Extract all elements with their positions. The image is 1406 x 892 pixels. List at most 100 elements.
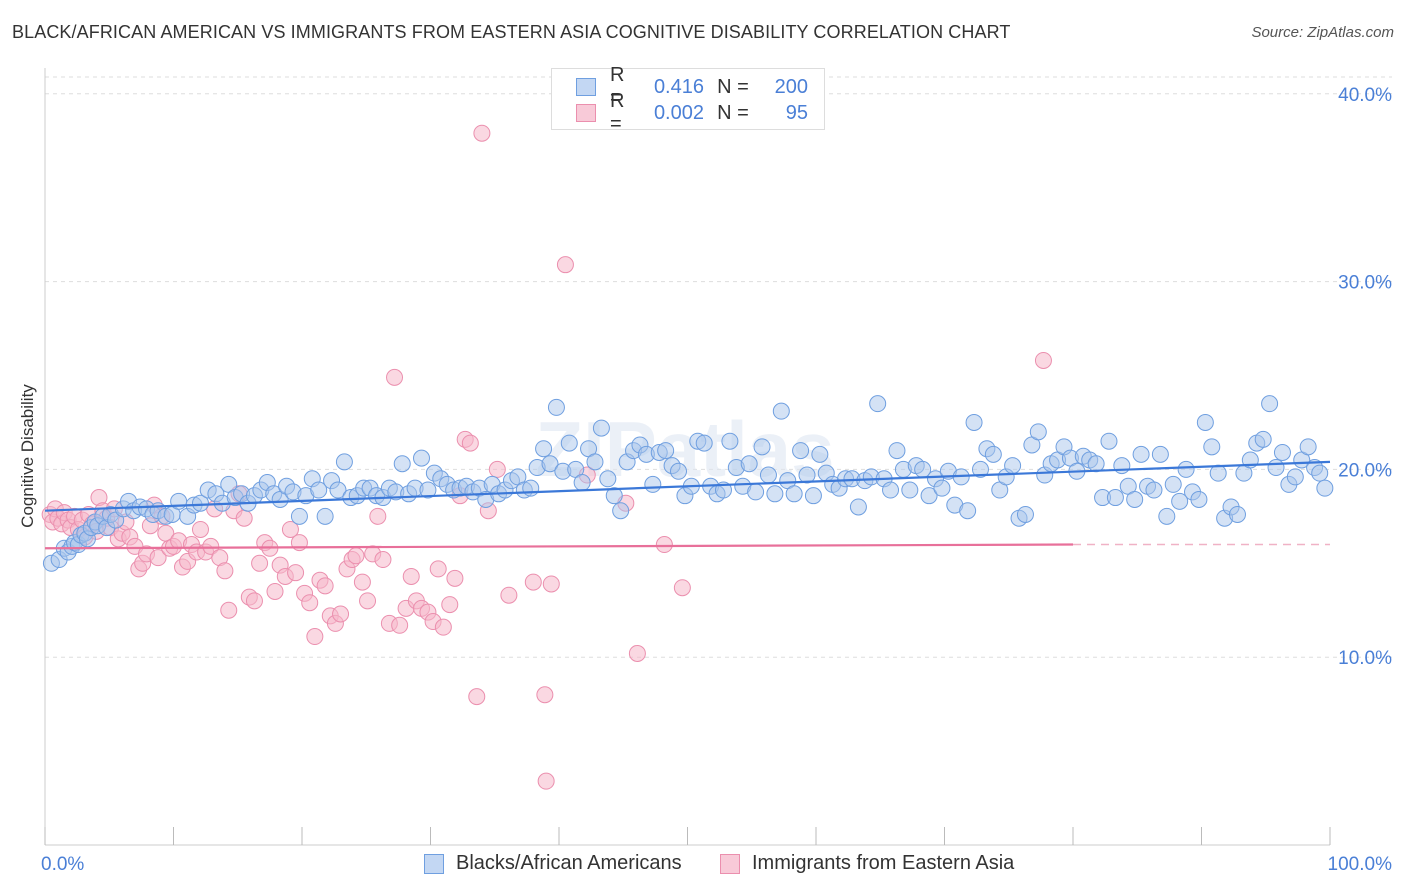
tick-labels: 10.0% 20.0% 30.0% 40.0% 0.0% 100.0%	[41, 85, 1392, 875]
point-black	[753, 438, 771, 456]
point-eastern-asia	[306, 628, 324, 646]
point-eastern-asia	[316, 577, 334, 595]
n-label: N =	[717, 101, 749, 124]
point-eastern-asia	[628, 644, 646, 662]
point-black	[785, 485, 803, 503]
point-black	[1286, 468, 1304, 486]
point-black	[1299, 438, 1317, 456]
point-black	[1196, 413, 1214, 431]
n-value: 200	[774, 75, 808, 98]
legend-swatch-pink	[576, 104, 596, 122]
point-black	[901, 481, 919, 499]
point-eastern-asia	[353, 573, 371, 591]
point-black	[592, 419, 610, 437]
point-black	[1190, 490, 1208, 508]
trend-lines	[44, 460, 1331, 550]
legend-item-eastern-asia: Immigrants from Eastern Asia	[720, 852, 1014, 875]
point-black	[747, 483, 765, 501]
n-label: N =	[717, 75, 749, 98]
point-eastern-asia	[251, 554, 269, 572]
point-black	[721, 432, 739, 450]
point-black	[290, 507, 308, 525]
point-black	[599, 470, 617, 488]
point-black	[1158, 507, 1176, 525]
point-black	[1113, 457, 1131, 475]
point-black	[849, 498, 867, 516]
trend-line-black	[44, 460, 1331, 512]
point-black	[1016, 505, 1034, 523]
point-black	[888, 442, 906, 460]
y-tick-label: 30.0%	[1338, 273, 1392, 294]
legend-row-black: R = 0.416 N = 200	[576, 64, 808, 109]
point-eastern-asia	[287, 564, 305, 582]
axes	[44, 68, 1331, 846]
point-eastern-asia	[359, 592, 377, 610]
point-black	[1171, 492, 1189, 510]
point-black	[586, 453, 604, 471]
point-black	[1203, 438, 1221, 456]
r-value: 0.002	[653, 101, 704, 124]
point-black	[1177, 460, 1195, 478]
point-black	[573, 474, 591, 492]
point-black	[605, 487, 623, 505]
point-black	[316, 507, 334, 525]
point-eastern-asia	[386, 368, 404, 386]
point-black	[1273, 443, 1291, 461]
point-eastern-asia	[473, 124, 491, 142]
point-eastern-asia	[673, 579, 691, 597]
y-tick-label: 20.0%	[1338, 460, 1392, 481]
point-eastern-asia	[332, 605, 350, 623]
point-black	[965, 413, 983, 431]
point-eastern-asia	[391, 616, 409, 634]
legend-label-black: Blacks/African Americans	[456, 852, 682, 874]
point-black	[522, 479, 540, 497]
legend-swatch-blue	[576, 78, 596, 96]
point-black	[792, 442, 810, 460]
point-eastern-asia	[524, 573, 542, 591]
point-black	[1087, 455, 1105, 473]
n-value: 95	[785, 101, 808, 124]
point-eastern-asia	[281, 520, 299, 538]
point-black	[329, 481, 347, 499]
point-black	[335, 453, 353, 471]
point-eastern-asia	[556, 256, 574, 274]
stats-legend: R = 0.416 N = 200 R = 0.002 N = 95	[551, 64, 825, 135]
point-eastern-asia	[536, 686, 554, 704]
x-tick-label: 0.0%	[41, 854, 84, 875]
point-black	[869, 395, 887, 413]
series-eastern-asia-points	[41, 124, 1052, 790]
point-eastern-asia	[245, 592, 263, 610]
point-black	[1132, 445, 1150, 463]
point-black	[798, 466, 816, 484]
point-eastern-asia	[441, 596, 459, 614]
point-eastern-asia	[468, 688, 486, 706]
point-black	[419, 481, 437, 499]
point-black	[766, 485, 784, 503]
legend-swatch-blue	[424, 853, 444, 874]
point-black	[882, 481, 900, 499]
point-eastern-asia	[149, 549, 167, 567]
point-black	[612, 502, 630, 520]
point-eastern-asia	[347, 547, 365, 565]
point-black	[1100, 432, 1118, 450]
point-black	[1267, 459, 1285, 477]
point-eastern-asia	[655, 536, 673, 554]
legend-row-eastern-asia: R = 0.002 N = 95	[576, 90, 808, 135]
point-black	[535, 440, 553, 458]
point-black	[1151, 445, 1169, 463]
point-eastern-asia	[402, 567, 420, 585]
point-eastern-asia	[488, 460, 506, 478]
point-eastern-asia	[369, 507, 387, 525]
source-label: Source: ZipAtlas.com	[1251, 24, 1394, 41]
point-black	[560, 434, 578, 452]
point-black	[1126, 490, 1144, 508]
point-black	[1254, 430, 1272, 448]
point-black	[1316, 479, 1334, 497]
point-eastern-asia	[429, 560, 447, 578]
point-eastern-asia	[434, 618, 452, 636]
point-black	[804, 487, 822, 505]
point-eastern-asia	[216, 562, 234, 580]
point-black	[984, 445, 1002, 463]
point-black	[413, 449, 431, 467]
